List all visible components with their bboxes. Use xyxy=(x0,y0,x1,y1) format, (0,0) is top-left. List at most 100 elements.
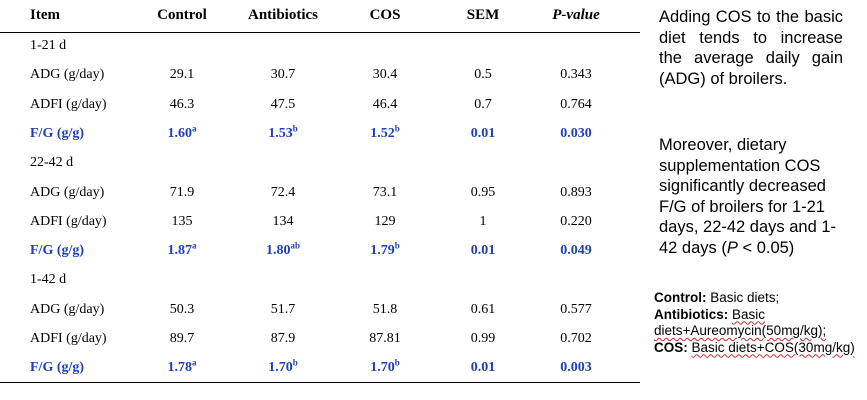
note-antibiotics-term: Antibiotics: xyxy=(654,306,729,322)
summary-paragraph-2-end: < 0.05) xyxy=(737,238,795,257)
note-control: Control: Basic diets; xyxy=(654,290,866,307)
cell-value: 0.01 xyxy=(470,243,496,259)
cell-value: 1.70 xyxy=(370,360,395,376)
cell-value: 129 xyxy=(374,213,396,229)
cell-p: 0.893 xyxy=(536,185,616,201)
section-label-row: 1-42 d xyxy=(0,266,640,295)
cell-value: 1.87 xyxy=(167,243,193,259)
cell-value: 1.52 xyxy=(370,125,395,141)
summary-p-symbol: P xyxy=(726,238,738,257)
cell-value: 0.577 xyxy=(560,301,592,317)
cell-value: 1.78 xyxy=(167,360,193,376)
significance-superscript: b xyxy=(292,123,298,134)
section-label: 22-42 d xyxy=(30,155,74,171)
cell-value: 0.003 xyxy=(560,360,592,376)
cell-value: 89.7 xyxy=(169,331,195,346)
cell-value: 135 xyxy=(171,213,193,229)
cell-value: 0.01 xyxy=(470,125,496,141)
cell-p: 0.030 xyxy=(536,126,616,142)
cell-value: 29.1 xyxy=(169,67,195,83)
row-item-label: F/G (g/g) xyxy=(30,360,85,376)
cell-control: 29.1 xyxy=(142,67,222,83)
cell-antibiotics: 47.5 xyxy=(243,97,323,113)
cell-p: 0.003 xyxy=(536,360,616,376)
row-item-label: ADFI (g/day) xyxy=(30,96,107,112)
section-label: 1-21 d xyxy=(30,38,67,53)
header-sem: SEM xyxy=(466,7,500,23)
cell-value: 1.70 xyxy=(268,360,293,376)
header-antibiotics: Antibiotics xyxy=(247,7,318,23)
table-row: ADG (g/day) 29.1 30.7 30.4 0.5 0.343 xyxy=(0,61,640,90)
cell-value: 87.9 xyxy=(270,331,296,346)
note-antibiotics-desc: Basic diets+Aureomycin(50mg/kg); xyxy=(654,306,827,339)
cell-control: 71.9 xyxy=(142,185,222,201)
cell-value: 0.5 xyxy=(474,67,492,83)
cell-sem: 1 xyxy=(443,214,523,230)
cell-value: 47.5 xyxy=(270,96,296,112)
table-row: F/G (g/g) 1.78a 1.70b 1.70b 0.01 0.003 xyxy=(0,354,640,383)
cell-control: 1.78a xyxy=(142,357,222,376)
note-cos-desc: Basic diets+COS(30mg/kg) xyxy=(691,339,855,355)
row-item-label: ADG (g/day) xyxy=(30,184,105,200)
cell-value: 0.7 xyxy=(474,96,492,112)
row-item-label: ADFI (g/day) xyxy=(30,331,107,346)
cell-value: 46.4 xyxy=(372,96,398,112)
note-cos: COS: Basic diets+COS(30mg/kg) xyxy=(654,340,866,357)
cell-value: 0.99 xyxy=(470,331,496,346)
cell-value: 1.79 xyxy=(370,243,395,259)
cell-value: 0.702 xyxy=(560,331,592,346)
cell-sem: 0.01 xyxy=(443,360,523,376)
section-label-row: 1-21 d xyxy=(0,32,640,61)
table-bottom-rule xyxy=(0,382,640,383)
cell-value: 87.81 xyxy=(369,331,401,346)
cell-value: 1.60 xyxy=(167,125,193,141)
cell-value: 72.4 xyxy=(270,184,296,200)
cell-value: 30.4 xyxy=(372,67,398,83)
treatment-notes: Control: Basic diets; Antibiotics: Basic… xyxy=(654,290,866,356)
table-row: ADG (g/day) 50.3 51.7 51.8 0.61 0.577 xyxy=(0,296,640,325)
cell-value: 51.7 xyxy=(270,301,296,317)
cell-cos: 129 xyxy=(345,214,425,230)
cell-control: 50.3 xyxy=(142,302,222,318)
cell-cos: 46.4 xyxy=(345,97,425,113)
note-cos-term: COS: xyxy=(654,339,688,355)
cell-value: 73.1 xyxy=(372,184,398,200)
table-row: ADG (g/day) 71.9 72.4 73.1 0.95 0.893 xyxy=(0,179,640,208)
cell-antibiotics: 87.9 xyxy=(243,331,323,347)
cell-cos: 87.81 xyxy=(345,331,425,347)
cell-value: 0.343 xyxy=(560,67,592,83)
section-label-row: 22-42 d xyxy=(0,149,640,178)
summary-paragraph-2: Moreover, dietary supplementation COS si… xyxy=(659,135,843,258)
cell-value: 0.030 xyxy=(560,125,592,141)
cell-sem: 0.99 xyxy=(443,331,523,347)
note-control-desc: Basic diets; xyxy=(710,290,780,305)
cell-control: 1.87a xyxy=(142,241,222,259)
summary-paragraph-1: Adding COS to the basic diet tends to in… xyxy=(659,8,843,88)
cell-cos: 1.79b xyxy=(345,241,425,259)
cell-value: 50.3 xyxy=(169,301,195,317)
cell-value: 0.893 xyxy=(560,184,592,200)
header-item: Item xyxy=(30,7,60,23)
table-header: Item Control Antibiotics COS SEM P-value xyxy=(0,0,640,33)
cell-cos: 1.70b xyxy=(345,358,425,376)
cell-antibiotics: 134 xyxy=(243,214,323,230)
cell-sem: 0.5 xyxy=(443,67,523,83)
cell-antibiotics: 51.7 xyxy=(243,302,323,318)
cell-value: 0.049 xyxy=(560,243,592,259)
cell-value: 0.61 xyxy=(470,301,496,317)
cell-value: 0.220 xyxy=(560,213,592,229)
cell-antibiotics: 72.4 xyxy=(243,185,323,201)
cell-value: 0.764 xyxy=(560,96,592,112)
significance-superscript: a xyxy=(192,357,197,368)
table-row: F/G (g/g) 1.60a 1.53b 1.52b 0.01 0.030 xyxy=(0,120,640,149)
cell-value: 30.7 xyxy=(270,67,296,83)
cell-cos: 73.1 xyxy=(345,185,425,201)
cell-p: 0.343 xyxy=(536,67,616,83)
table-row: F/G (g/g) 1.87a 1.80ab 1.79b 0.01 0.049 xyxy=(0,237,640,266)
header-p-value: P-value xyxy=(536,7,616,24)
significance-superscript: ab xyxy=(290,240,300,251)
cell-p: 0.049 xyxy=(536,243,616,259)
cell-sem: 0.95 xyxy=(443,185,523,201)
row-item-label: ADG (g/day) xyxy=(30,301,105,317)
section-label: 1-42 d xyxy=(30,272,67,288)
